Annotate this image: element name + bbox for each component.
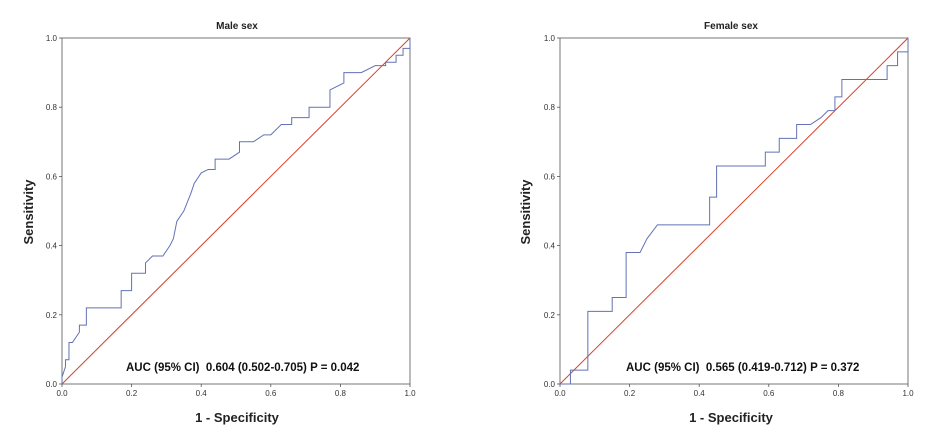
x-tick-label-female-2: 0.4: [694, 389, 706, 398]
panel-male: Male sex Sensitivity 1 - Specificity 0.0…: [21, 21, 416, 425]
y-tick-label-female-2: 0.4: [544, 242, 556, 251]
roc-curve-male: [61, 38, 411, 384]
x-tick-label-female-3: 0.6: [763, 389, 775, 398]
y-axis-label-female: Sensitivity: [518, 179, 533, 245]
y-tick-label-female-1: 0.2: [544, 311, 556, 320]
ticks-female: 0.0 0.2 0.4 0.6 0.8 1.0 0.0 0.2 0.4 0.6 0.8 1.0: [544, 34, 914, 398]
reference-line-female: [559, 37, 909, 385]
y-tick-label-male-5: 1.0: [46, 34, 58, 43]
y-tick-label-male-3: 0.6: [46, 172, 58, 181]
x-axis-label-male: 1 - Specificity: [195, 410, 280, 425]
x-tick-label-male-3: 0.6: [265, 389, 277, 398]
x-tick-label-male-0: 0.0: [56, 389, 68, 398]
x-tick-label-male-4: 0.8: [335, 389, 347, 398]
y-tick-label-female-4: 0.8: [544, 103, 556, 112]
x-tick-label-male-1: 0.2: [126, 389, 138, 398]
plot-frame-male: [61, 37, 411, 385]
x-tick-label-female-0: 0.0: [554, 389, 566, 398]
plot-frame-female: [559, 37, 909, 385]
x-tick-label-male-5: 1.0: [404, 389, 416, 398]
y-axis-label-male: Sensitivity: [21, 179, 36, 245]
y-tick-label-female-0: 0.0: [544, 380, 556, 389]
x-axis-label-female: 1 - Specificity: [689, 410, 774, 425]
y-tick-label-male-1: 0.2: [46, 311, 58, 320]
ticks-male: 0.0 0.2 0.4 0.6 0.8 1.0 0.0 0.2 0.4 0.6 0.8 1.0: [46, 34, 416, 398]
x-tick-label-male-2: 0.4: [196, 389, 208, 398]
x-tick-label-female-1: 0.2: [624, 389, 636, 398]
x-tick-label-female-5: 1.0: [902, 389, 914, 398]
roc-curve-female: [560, 38, 909, 385]
auc-annotation-female: AUC (95% CI) 0.565 (0.419-0.712) P = 0.3…: [626, 362, 859, 374]
x-tick-label-female-4: 0.8: [833, 389, 845, 398]
y-tick-label-female-3: 0.6: [544, 172, 556, 181]
y-tick-label-male-4: 0.8: [46, 103, 58, 112]
y-tick-label-male-0: 0.0: [46, 380, 58, 389]
panel-title-female: Female sex: [704, 21, 758, 32]
panel-female: Female sex Sensitivity 1 - Specificity 0…: [518, 21, 914, 425]
y-tick-label-male-2: 0.4: [46, 242, 58, 251]
y-tick-label-female-5: 1.0: [544, 34, 556, 43]
panel-title-male: Male sex: [216, 21, 258, 32]
auc-annotation-male: AUC (95% CI) 0.604 (0.502-0.705) P = 0.0…: [126, 362, 359, 374]
reference-line-male: [61, 37, 411, 385]
